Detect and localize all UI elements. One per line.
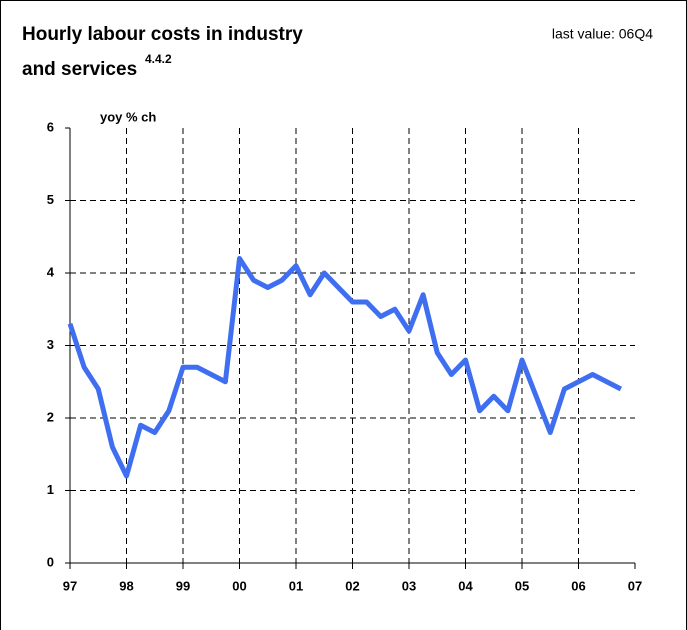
y-tick-label: 3 <box>47 337 54 352</box>
y-axis-label: yoy % ch <box>100 109 156 124</box>
x-tick-label: 06 <box>571 578 585 593</box>
line-series <box>67 256 623 479</box>
chart-title: and services <box>22 59 137 80</box>
x-tick-label: 98 <box>119 578 133 593</box>
x-tick-label: 05 <box>515 578 529 593</box>
x-tick-label: 02 <box>345 578 359 593</box>
y-tick-label: 1 <box>47 482 54 497</box>
y-tick-label: 6 <box>47 119 54 134</box>
annotation: last value: 06Q4 <box>552 26 653 42</box>
y-tick-label: 2 <box>47 409 54 424</box>
x-tick-label: 03 <box>402 578 416 593</box>
x-tick-label: 00 <box>232 578 246 593</box>
title-note: 4.4.2 <box>145 52 172 66</box>
y-tick-label: 4 <box>47 264 55 279</box>
y-tick-label: 5 <box>47 192 54 207</box>
x-tick-label: 99 <box>176 578 190 593</box>
chart-title: Hourly labour costs in industry <box>22 24 303 45</box>
x-tick-label: 04 <box>458 578 473 593</box>
x-tick-label: 07 <box>628 578 642 593</box>
x-tick-label: 97 <box>63 578 77 593</box>
x-tick-label: 01 <box>289 578 303 593</box>
y-tick-label: 0 <box>47 554 54 569</box>
